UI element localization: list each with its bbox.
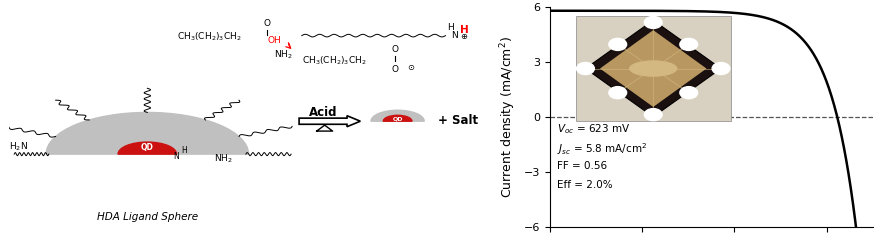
Text: $V_{oc}$ = 623 mV: $V_{oc}$ = 623 mV: [557, 122, 630, 136]
FancyArrow shape: [299, 116, 361, 127]
Text: H: H: [182, 146, 188, 155]
Text: O: O: [392, 45, 399, 54]
FancyArrowPatch shape: [286, 43, 291, 48]
Text: FF = 0.56: FF = 0.56: [557, 161, 607, 171]
Text: O: O: [264, 19, 270, 28]
Text: $J_{sc}$ = 5.8 mA/cm$^2$: $J_{sc}$ = 5.8 mA/cm$^2$: [557, 142, 647, 157]
Text: CH$_3$(CH$_2$)$_3$CH$_2$: CH$_3$(CH$_2$)$_3$CH$_2$: [302, 55, 367, 67]
Text: Acid: Acid: [309, 106, 338, 119]
Text: ⊙: ⊙: [408, 63, 415, 72]
Text: QD: QD: [141, 143, 154, 152]
Wedge shape: [384, 115, 412, 121]
Text: Eff = 2.0%: Eff = 2.0%: [557, 180, 612, 190]
Text: QD: QD: [392, 116, 403, 121]
Text: NH$_2$: NH$_2$: [274, 48, 292, 60]
Text: H: H: [447, 23, 455, 32]
Text: + Salt: + Salt: [438, 114, 478, 126]
Wedge shape: [46, 112, 248, 154]
Y-axis label: Current density (mA/cm$^2$): Current density (mA/cm$^2$): [499, 36, 518, 198]
Wedge shape: [118, 142, 176, 154]
Text: HDA Ligand Sphere: HDA Ligand Sphere: [97, 212, 198, 222]
Text: N: N: [174, 152, 180, 161]
Text: H$_2$N: H$_2$N: [9, 140, 27, 153]
Text: O: O: [392, 65, 399, 74]
Text: H: H: [460, 25, 469, 35]
Text: CH$_3$(CH$_2$)$_3$CH$_2$: CH$_3$(CH$_2$)$_3$CH$_2$: [176, 30, 241, 43]
Text: ⊕: ⊕: [461, 32, 468, 41]
Text: OH: OH: [268, 35, 281, 45]
Text: NH$_2$: NH$_2$: [214, 152, 232, 165]
Wedge shape: [371, 110, 424, 121]
Text: N: N: [451, 31, 458, 40]
